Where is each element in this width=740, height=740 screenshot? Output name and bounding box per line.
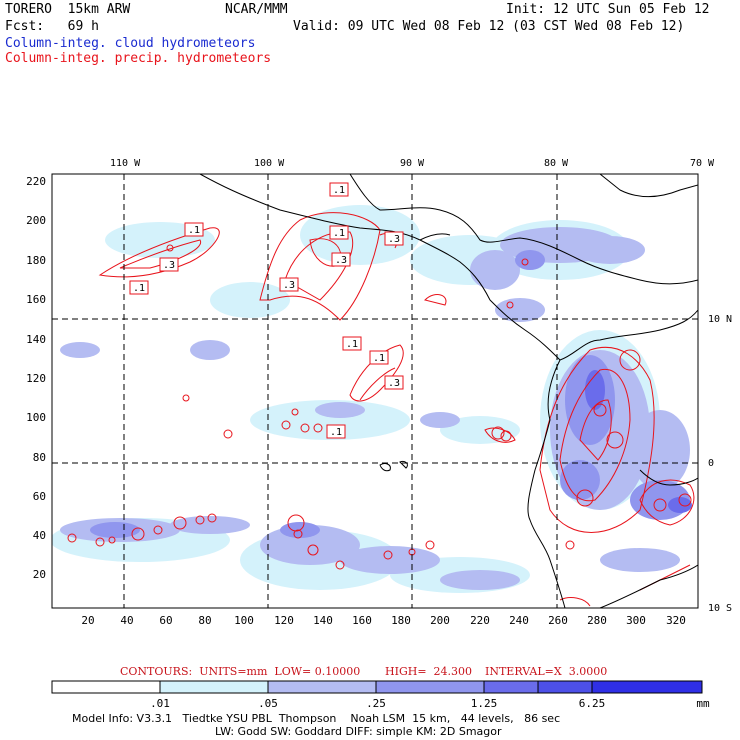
svg-text:.1: .1 xyxy=(333,185,345,196)
map-frame xyxy=(51,173,699,609)
y-axis-ticks: 220 200 180 160 140 120 100 80 60 40 20 xyxy=(26,175,46,581)
svg-text:6.25: 6.25 xyxy=(579,697,606,710)
contour-label: .1 xyxy=(184,222,204,237)
lat-label: 10 S xyxy=(708,603,732,614)
contour-label: .1 xyxy=(369,350,389,365)
contour-label: .1 xyxy=(326,424,346,439)
colorbar xyxy=(51,680,703,694)
svg-text:.25: .25 xyxy=(366,697,386,710)
valid-time: Valid: 09 UTC Wed 08 Feb 12 (03 CST Wed … xyxy=(293,19,685,34)
svg-text:1.25: 1.25 xyxy=(471,697,498,710)
colorbar-unit: mm xyxy=(696,697,710,710)
contour-label-boxes: .1 .1 .3 .1 .1 .3 .3 .3 .1 .1 .3 .1 xyxy=(129,182,404,439)
cloud-hydrometeor-shading xyxy=(52,205,692,593)
organization: NCAR/MMM xyxy=(225,2,288,17)
svg-text:40: 40 xyxy=(120,614,133,627)
svg-text:60: 60 xyxy=(33,490,46,503)
svg-text:.1: .1 xyxy=(346,339,358,350)
colorbar-labels: .01 .05 .25 1.25 6.25 mm xyxy=(150,697,710,710)
svg-text:60: 60 xyxy=(159,614,172,627)
svg-text:.1: .1 xyxy=(188,225,200,236)
cloud-field-title: Column-integ. cloud hydrometeors xyxy=(5,36,256,51)
precip-contours xyxy=(98,212,695,607)
svg-text:.3: .3 xyxy=(388,234,400,245)
svg-text:40: 40 xyxy=(33,529,46,542)
svg-text:260: 260 xyxy=(548,614,568,627)
svg-text:220: 220 xyxy=(26,175,46,188)
svg-text:.05: .05 xyxy=(258,697,278,710)
svg-text:120: 120 xyxy=(274,614,294,627)
svg-text:.1: .1 xyxy=(333,228,345,239)
contour-interval: INTERVAL=X 3.0000 xyxy=(485,665,608,678)
contour-label: .3 xyxy=(279,277,299,292)
svg-text:160: 160 xyxy=(352,614,372,627)
coastlines xyxy=(199,174,698,608)
svg-text:.3: .3 xyxy=(283,280,295,291)
svg-text:160: 160 xyxy=(26,293,46,306)
svg-text:.3: .3 xyxy=(388,378,400,389)
svg-text:240: 240 xyxy=(509,614,529,627)
lat-label: 0 xyxy=(708,458,714,469)
contour-label: .3 xyxy=(384,375,404,390)
svg-text:80: 80 xyxy=(198,614,211,627)
svg-text:320: 320 xyxy=(666,614,686,627)
init-time: Init: 12 UTC Sun 05 Feb 12 xyxy=(506,2,710,17)
contour-label: .3 xyxy=(384,231,404,246)
lon-label: 80 W xyxy=(544,158,569,169)
contour-label: .1 xyxy=(342,336,362,351)
model-info: Model Info: V3.3.1 Tiedtke YSU PBL Thomp… xyxy=(72,712,561,725)
svg-text:280: 280 xyxy=(587,614,607,627)
contour-units: CONTOURS: UNITS=mm LOW= 0.10000 xyxy=(120,665,361,678)
svg-text:180: 180 xyxy=(391,614,411,627)
svg-text:220: 220 xyxy=(470,614,490,627)
svg-text:.3: .3 xyxy=(163,260,175,271)
precip-field-title: Column-integ. precip. hydrometeors xyxy=(5,51,272,66)
contour-label: .1 xyxy=(129,280,149,295)
lat-lon-grid xyxy=(52,174,698,608)
svg-text:.1: .1 xyxy=(373,353,385,364)
lon-label: 70 W xyxy=(690,158,715,169)
svg-text:.3: .3 xyxy=(335,255,347,266)
svg-text:200: 200 xyxy=(430,614,450,627)
model-title: TORERO 15km ARW xyxy=(5,2,131,17)
svg-text:.01: .01 xyxy=(150,697,170,710)
lon-label: 90 W xyxy=(400,158,425,169)
longitude-labels: 110 W 100 W 90 W 80 W 70 W xyxy=(110,158,715,169)
x-axis-ticks: 20 40 60 80 100 120 140 160 180 200 220 … xyxy=(81,614,686,627)
svg-text:300: 300 xyxy=(626,614,646,627)
lon-label: 100 W xyxy=(254,158,285,169)
contour-label: .3 xyxy=(331,252,351,267)
svg-text:200: 200 xyxy=(26,214,46,227)
svg-text:20: 20 xyxy=(33,568,46,581)
forecast-hour: Fcst: 69 h xyxy=(5,19,99,34)
svg-text:120: 120 xyxy=(26,372,46,385)
latitude-labels: 10 N 0 10 S xyxy=(708,314,732,614)
svg-text:140: 140 xyxy=(313,614,333,627)
svg-text:.1: .1 xyxy=(330,427,342,438)
contour-label: .1 xyxy=(329,182,349,197)
svg-text:80: 80 xyxy=(33,451,46,464)
svg-text:20: 20 xyxy=(81,614,94,627)
svg-text:140: 140 xyxy=(26,333,46,346)
lat-label: 10 N xyxy=(708,314,732,325)
svg-text:.1: .1 xyxy=(133,283,145,294)
contour-label: .1 xyxy=(329,225,349,240)
physics-info: LW: Godd SW: Goddard DIFF: simple KM: 2D… xyxy=(215,725,502,738)
svg-text:100: 100 xyxy=(26,411,46,424)
svg-text:180: 180 xyxy=(26,254,46,267)
svg-text:100: 100 xyxy=(234,614,254,627)
contour-high: HIGH= 24.300 xyxy=(385,665,473,678)
lon-label: 110 W xyxy=(110,158,141,169)
contour-label: .3 xyxy=(159,257,179,272)
